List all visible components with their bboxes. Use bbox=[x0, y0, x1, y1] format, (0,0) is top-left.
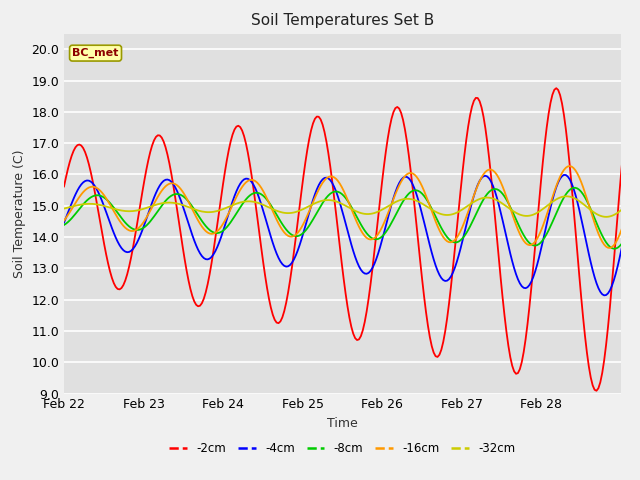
-4cm bbox=[600, 292, 608, 298]
-8cm bbox=[633, 209, 640, 215]
-32cm bbox=[401, 196, 409, 202]
-32cm bbox=[562, 193, 570, 199]
-32cm bbox=[399, 196, 407, 202]
-16cm bbox=[60, 218, 68, 224]
-2cm bbox=[579, 314, 587, 320]
-16cm bbox=[581, 190, 589, 196]
Line: -32cm: -32cm bbox=[64, 196, 637, 217]
-2cm bbox=[411, 203, 419, 209]
-32cm bbox=[411, 197, 419, 203]
Legend: -2cm, -4cm, -8cm, -16cm, -32cm: -2cm, -4cm, -8cm, -16cm, -32cm bbox=[164, 437, 520, 460]
-4cm bbox=[60, 220, 68, 226]
-16cm bbox=[606, 245, 614, 251]
-8cm bbox=[572, 185, 579, 191]
-8cm bbox=[401, 195, 409, 201]
-2cm bbox=[633, 76, 640, 82]
-4cm bbox=[543, 221, 550, 227]
Y-axis label: Soil Temperature (C): Soil Temperature (C) bbox=[13, 149, 26, 278]
-4cm bbox=[399, 175, 407, 180]
-16cm bbox=[543, 212, 550, 218]
-4cm bbox=[581, 233, 589, 239]
-16cm bbox=[401, 173, 409, 179]
Line: -4cm: -4cm bbox=[64, 175, 637, 295]
-32cm bbox=[62, 205, 70, 211]
Line: -8cm: -8cm bbox=[64, 188, 637, 249]
-16cm bbox=[62, 215, 70, 221]
-2cm bbox=[62, 175, 70, 180]
Line: -2cm: -2cm bbox=[64, 79, 637, 391]
-4cm bbox=[560, 172, 568, 178]
-8cm bbox=[62, 221, 70, 227]
-4cm bbox=[62, 215, 70, 221]
-16cm bbox=[399, 176, 407, 181]
-2cm bbox=[60, 183, 68, 189]
Text: BC_met: BC_met bbox=[72, 48, 119, 58]
-4cm bbox=[633, 182, 640, 188]
-8cm bbox=[60, 222, 68, 228]
-4cm bbox=[401, 174, 409, 180]
X-axis label: Time: Time bbox=[327, 417, 358, 430]
-2cm bbox=[399, 117, 407, 123]
-8cm bbox=[581, 194, 589, 200]
-16cm bbox=[566, 163, 573, 169]
-32cm bbox=[581, 203, 589, 208]
-2cm bbox=[631, 76, 639, 82]
-32cm bbox=[60, 205, 68, 211]
-32cm bbox=[633, 195, 640, 201]
-2cm bbox=[543, 125, 550, 131]
Title: Soil Temperatures Set B: Soil Temperatures Set B bbox=[251, 13, 434, 28]
-32cm bbox=[543, 203, 550, 209]
-4cm bbox=[411, 186, 419, 192]
-8cm bbox=[610, 246, 618, 252]
-2cm bbox=[593, 388, 600, 394]
-32cm bbox=[602, 214, 610, 220]
-8cm bbox=[411, 187, 419, 193]
-8cm bbox=[543, 231, 550, 237]
-8cm bbox=[399, 198, 407, 204]
-16cm bbox=[411, 172, 419, 178]
Line: -16cm: -16cm bbox=[64, 166, 637, 248]
-2cm bbox=[401, 126, 409, 132]
-16cm bbox=[633, 179, 640, 184]
